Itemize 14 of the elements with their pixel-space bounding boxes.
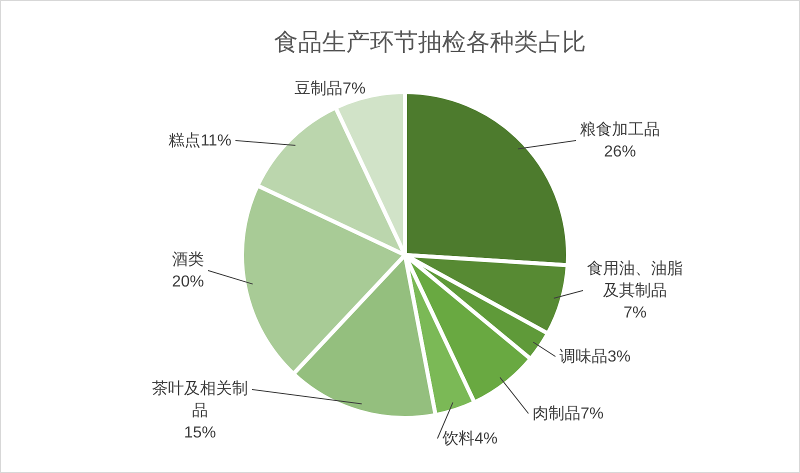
slice-label: 豆制品7% (294, 80, 366, 98)
slice-label: 糕点11% (168, 132, 232, 150)
slice-label: 粮食加工品 (580, 120, 660, 138)
data-label: 20% (172, 274, 204, 290)
chart-title: 食品生产环节抽检各种类占比 (274, 29, 586, 56)
slice-label: 茶叶及相关制品 (152, 380, 248, 420)
slice-label: 食用油、油脂及其制品 (587, 260, 683, 300)
slice-label: 饮料4% (441, 430, 498, 448)
slice-label: 酒类 (172, 250, 204, 268)
data-label: 15% (184, 424, 216, 442)
slice-label: 调味品3% (559, 348, 631, 366)
data-label: 26% (604, 144, 636, 160)
data-label: 7% (623, 304, 647, 322)
slice-label: 肉制品7% (532, 404, 604, 422)
